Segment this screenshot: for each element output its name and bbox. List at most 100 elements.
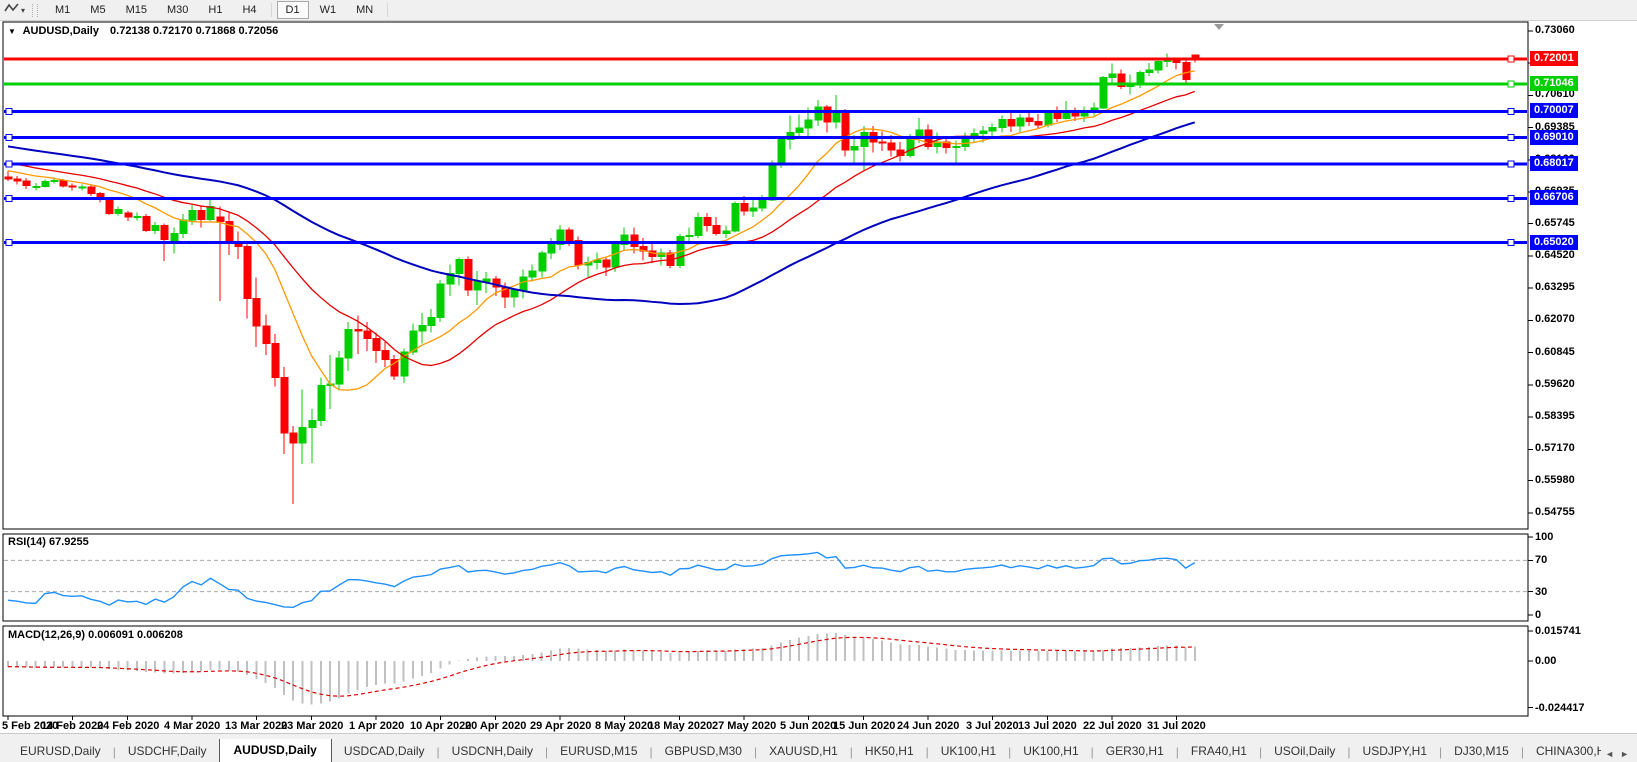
tab-separator: | (849, 745, 853, 759)
price-axis-tick: 0.65745 (1535, 216, 1575, 229)
chart-tab-usoil-daily[interactable]: USOil,Daily (1274, 744, 1336, 758)
price-line-label: 0.72001 (1530, 50, 1578, 66)
zigzag-icon (4, 1, 19, 19)
date-axis-tick: 20 Apr 2020 (465, 720, 527, 732)
chart-tab-ger30-h1[interactable]: GER30,H1 (1105, 744, 1164, 758)
chart-ohlc-values: 0.72138 0.72170 0.71868 0.72056 (110, 25, 279, 37)
date-axis-tick: 3 Jul 2020 (966, 720, 1019, 732)
price-line-label: 0.71046 (1530, 75, 1578, 91)
chart-tab-eurusd-m15[interactable]: EURUSD,M15 (560, 744, 638, 758)
date-axis-tick: 27 May 2020 (712, 720, 777, 732)
date-axis-tick: 22 Jul 2020 (1083, 720, 1142, 732)
chart-tab-fra40-h1[interactable]: FRA40,H1 (1190, 744, 1247, 758)
rsi-axis-tick: 0 (1535, 609, 1542, 621)
date-axis-tick: 1 Apr 2020 (349, 720, 405, 732)
price-axis-tick: 0.70610 (1535, 88, 1575, 101)
tab-separator: | (545, 745, 549, 759)
chart-tab-usdcnh-daily[interactable]: USDCNH,Daily (451, 744, 534, 758)
price-line-label: 0.69010 (1530, 129, 1578, 145)
date-axis-tick: 4 Mar 2020 (164, 720, 221, 732)
date-axis-tick: 13 Jul 2020 (1018, 720, 1077, 732)
date-axis-tick: 18 May 2020 (648, 720, 713, 732)
macd-axis-tick: 0.015741 (1535, 625, 1581, 637)
date-axis-tick: 13 Mar 2020 (225, 720, 288, 732)
price-line-label: 0.70007 (1530, 103, 1578, 119)
macd-axis-tick: 0.00 (1535, 655, 1557, 667)
tab-scroll-right-icon[interactable]: ► (1620, 749, 1629, 759)
macd-label: MACD(12,26,9) 0.006091 0.006208 (8, 629, 183, 641)
chart-tab-audusd-daily[interactable]: AUDUSD,Daily (218, 739, 332, 762)
timeframe-button-h1[interactable]: H1 (208, 4, 223, 16)
chart-tab-uk100-h1[interactable]: UK100,H1 (1023, 744, 1079, 758)
price-axis-tick: 0.55980 (1535, 473, 1575, 486)
chart-tab-usdcad-daily[interactable]: USDCAD,Daily (343, 744, 425, 758)
chart-tab-uk100-h1[interactable]: UK100,H1 (940, 744, 997, 758)
timeframe-button-m5[interactable]: M5 (90, 4, 106, 16)
timeframe-button-m15[interactable]: M15 (125, 4, 147, 16)
date-axis-tick: 14 Feb 2020 (41, 720, 104, 732)
collapse-caret-icon[interactable]: ▼ (8, 27, 16, 36)
price-axis-tick: 0.58395 (1535, 410, 1575, 423)
toolbar-grip[interactable] (32, 3, 39, 17)
price-line-label: 0.66706 (1530, 190, 1578, 206)
price-axis-tick: 0.63295 (1535, 281, 1575, 294)
date-axis-tick: 29 Apr 2020 (530, 720, 592, 732)
indicator-tool-button[interactable]: ▾ (0, 1, 29, 19)
date-axis-tick: 24 Jun 2020 (897, 720, 960, 732)
chart-tab-china300-h4[interactable]: CHINA300,H4 (1535, 744, 1602, 758)
tab-separator: | (1090, 745, 1094, 759)
tab-separator: | (649, 745, 653, 759)
tab-separator: | (1008, 745, 1012, 759)
rsi-axis-tick: 70 (1535, 554, 1548, 567)
tab-separator: | (1258, 745, 1263, 759)
timeframe-buttons: M1 M5 M15 M30 H1 H4 D1 W1 MN (45, 1, 392, 19)
price-axis-tick: 0.62070 (1535, 313, 1575, 326)
price-axis-tick: 0.64520 (1535, 248, 1575, 261)
timeframe-button-w1[interactable]: W1 (319, 4, 337, 16)
chart-tab-usdjpy-h1[interactable]: USDJPY,H1 (1362, 744, 1428, 758)
tab-separator: | (753, 745, 758, 759)
chart-tab-usdchf-daily[interactable]: USDCHF,Daily (127, 744, 207, 758)
chart-tab-hk50-h1[interactable]: HK50,H1 (864, 744, 914, 758)
timeframe-button-m30[interactable]: M30 (166, 4, 189, 16)
timeframe-button-m1[interactable]: M1 (55, 4, 71, 16)
date-axis-tick: 31 Jul 2020 (1147, 720, 1206, 732)
date-axis-tick: 8 May 2020 (595, 720, 654, 732)
tab-separator: | (1520, 745, 1524, 759)
chart-title: ▼ AUDUSD,Daily 0.72138 0.72170 0.71868 0… (8, 25, 278, 37)
chart-tab-eurusd-daily[interactable]: EURUSD,Daily (20, 744, 101, 758)
tab-separator: | (436, 745, 440, 759)
toolbar-separator (270, 3, 272, 17)
chart-tab-bar: EURUSD,Daily | USDCHF,Daily AUDUSD,Daily USD… (0, 733, 1637, 762)
tab-separator: | (112, 745, 116, 759)
timeframe-button-d1[interactable]: D1 (276, 1, 309, 19)
rsi-axis-tick: 100 (1535, 531, 1554, 543)
chart-tab-xauusd-h1[interactable]: XAUUSD,H1 (769, 744, 838, 758)
price-axis-tick: 0.54755 (1535, 505, 1575, 518)
price-axis-tick: 0.60845 (1535, 345, 1575, 358)
rsi-axis-tick: 30 (1535, 585, 1548, 598)
chevron-down-icon[interactable]: ▾ (21, 5, 26, 15)
date-axis-tick: 15 Jun 2020 (833, 720, 896, 732)
timeframe-button-h4[interactable]: H4 (242, 4, 257, 16)
price-line-label: 0.68017 (1530, 155, 1578, 171)
tab-separator: | (1175, 745, 1179, 759)
price-axis-tick: 0.59620 (1535, 377, 1575, 390)
toolbar-separator (387, 3, 389, 17)
tab-separator: | (925, 745, 929, 759)
date-axis-tick: 10 Apr 2020 (410, 720, 472, 732)
chart-tab-dj30-m15[interactable]: DJ30,M15 (1454, 744, 1509, 758)
macd-axis-tick: -0.024417 (1535, 701, 1585, 714)
price-line-label: 0.65020 (1530, 234, 1578, 250)
chart-canvas[interactable] (0, 0, 1637, 733)
tab-separator: | (1439, 745, 1443, 759)
tab-scroll-left-icon[interactable]: ◄ (1605, 749, 1615, 759)
tab-scroll-arrows: ◄ ► (1601, 749, 1637, 762)
chart-tab-gbpusd-m30[interactable]: GBPUSD,M30 (664, 744, 742, 758)
date-axis-tick: 5 Jun 2020 (780, 720, 837, 732)
timeframe-button-mn[interactable]: MN (356, 4, 374, 16)
date-axis-tick: 24 Feb 2020 (97, 720, 160, 732)
timeframe-toolbar: ▾ M1 M5 M15 M30 H1 H4 D1 W1 MN (0, 0, 1637, 21)
tab-separator: | (1347, 745, 1351, 759)
